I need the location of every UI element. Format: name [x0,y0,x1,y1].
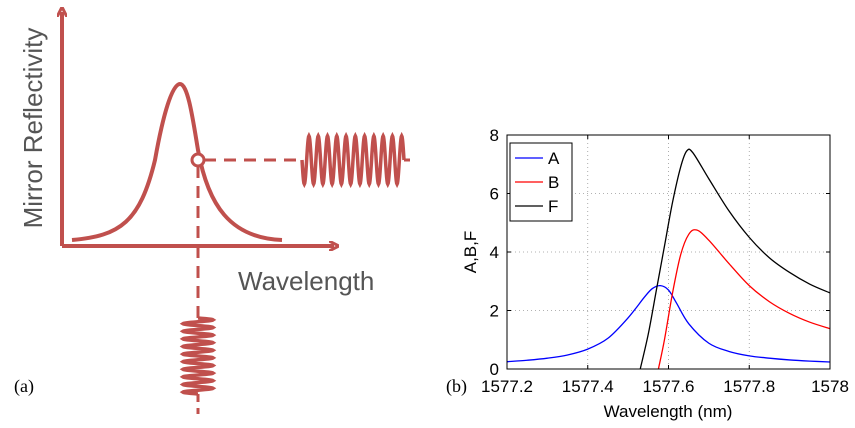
x-tick-label: 1577.8 [723,377,775,396]
legend-label-f: F [548,197,558,216]
y-tick-label: 6 [490,185,499,204]
y-axis-label: A,B,F [461,231,480,274]
incident-wave-icon [179,316,217,396]
chart-series [506,148,831,370]
series-line-b [657,229,831,370]
reflectivity-peak-curve [71,81,283,242]
reflectivity-axis-label: Mirror Reflectivity [18,28,48,229]
y-tick-label: 4 [490,243,499,262]
panel-a-label: (a) [14,376,34,397]
chart-legend: ABF [509,142,573,222]
x-axis-label: Wavelength (nm) [604,402,733,421]
panel-a-schematic: Mirror Reflectivity Wavelength (a) [14,12,416,414]
chart-grid [507,135,830,369]
panel-b-label: (b) [446,376,467,397]
series-line-f [639,148,831,370]
y-tick-label: 8 [490,126,499,145]
legend-label-a: A [548,149,560,168]
legend-label-b: B [548,173,559,192]
x-tick-label: 1577.6 [643,377,695,396]
series-line-a [506,284,831,363]
x-tick-label: 1577.2 [481,377,533,396]
y-tick-label: 0 [490,360,499,379]
x-tick-label: 1577.4 [562,377,614,396]
wavelength-axis-label: Wavelength [238,266,374,296]
chart-ticks: 1577.2 1577.4 1577.6 1577.8 1578 0 2 4 6 8 [481,126,849,396]
x-tick-label: 1578 [811,377,849,396]
reflected-wave-icon [300,131,406,189]
operating-point-marker [190,152,206,168]
y-tick-label: 2 [490,302,499,321]
panel-b-chart: 1577.2 1577.4 1577.6 1577.8 1578 0 2 4 6 8 ABF Wa… [446,126,849,421]
